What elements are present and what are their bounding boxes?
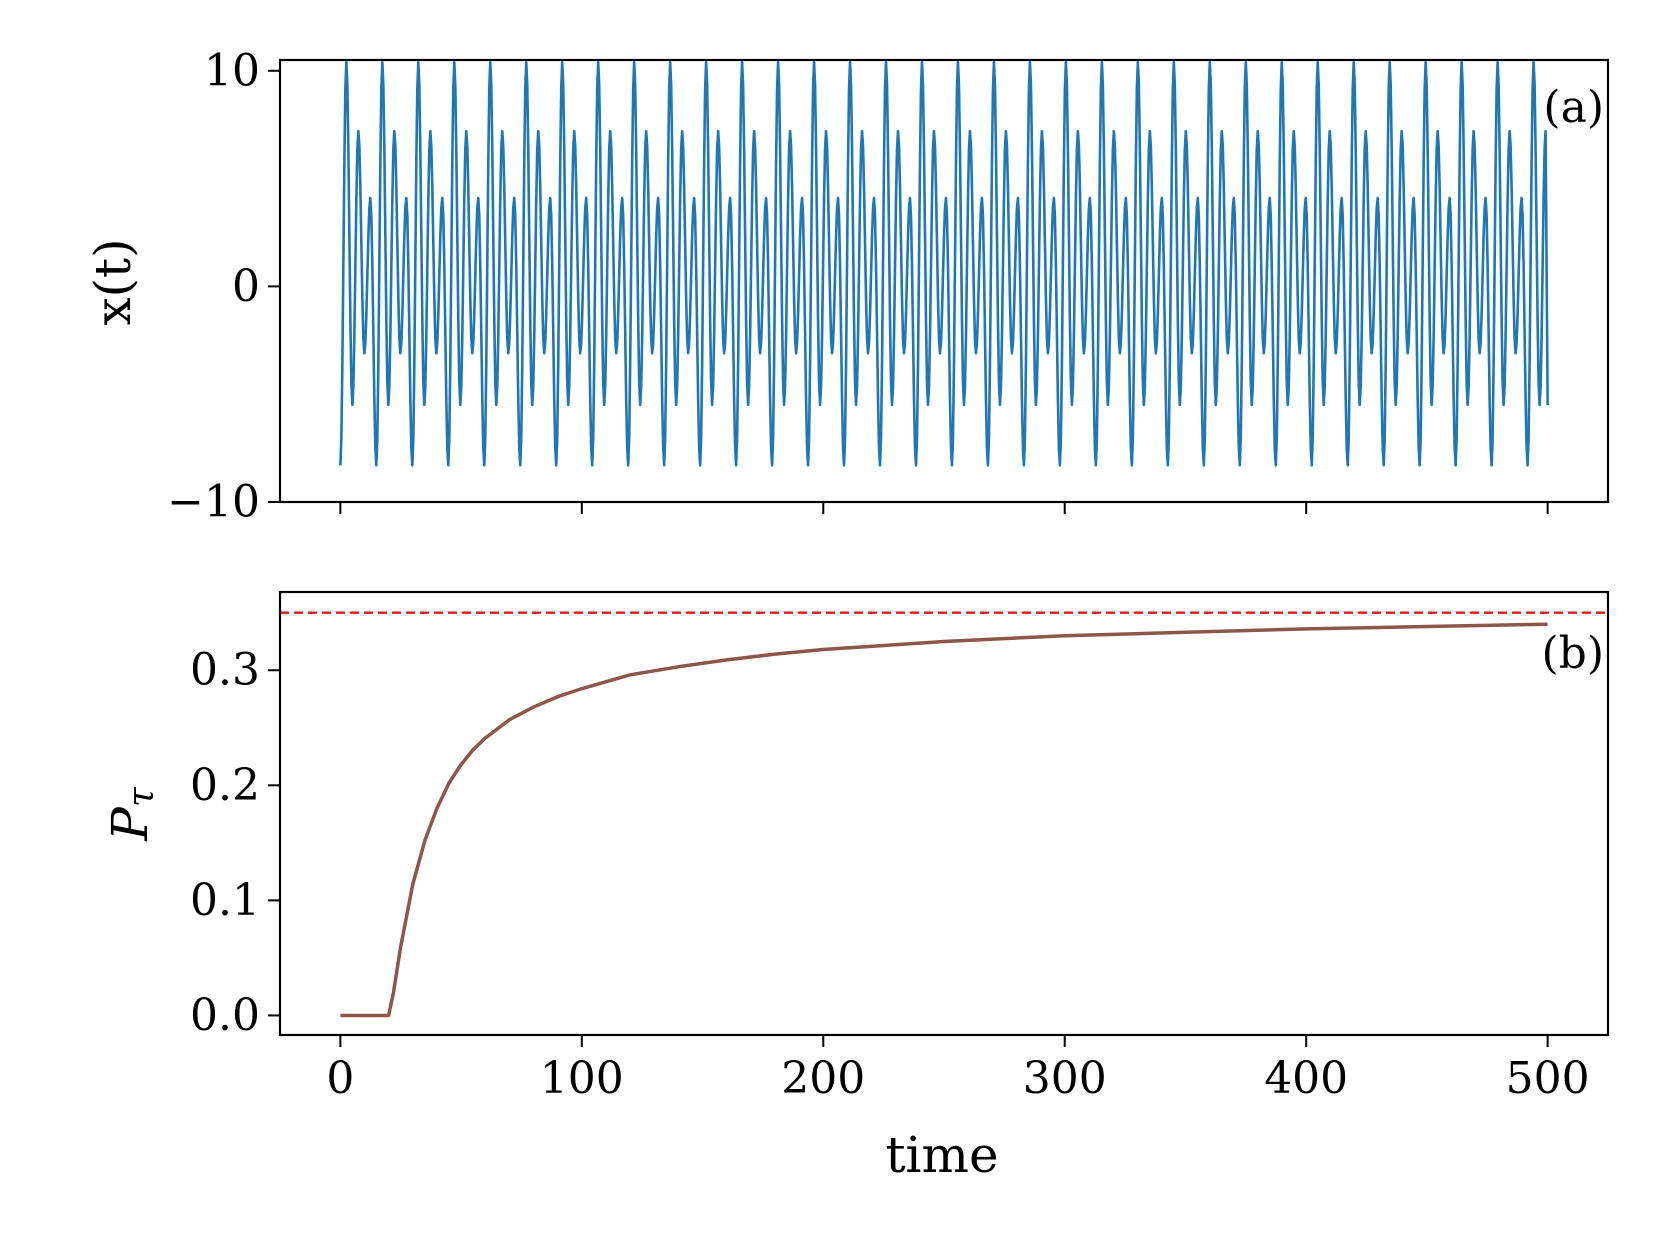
svg-text:Pτ: Pτ <box>101 786 162 842</box>
panel-a: −10 0 10 x(t) (a) <box>84 45 1610 528</box>
x-tick-label: 300 <box>1023 1053 1107 1104</box>
panel-a-y-axis-label: x(t) <box>84 238 142 325</box>
panel-b-plot-area <box>340 622 1548 1018</box>
panel-b-x-axis-label: time <box>885 1126 998 1184</box>
x-tick-label: 400 <box>1264 1053 1348 1104</box>
panel-a-label: (a) <box>1543 82 1604 133</box>
panel-b-y-axis-label-main: P <box>101 806 159 842</box>
panel-a-y-ticks: −10 0 10 <box>167 45 280 528</box>
y-tick-label: −10 <box>167 477 260 528</box>
panel-b-y-axis-label: Pτ <box>101 786 162 842</box>
x-tick-label: 500 <box>1506 1053 1590 1104</box>
panel-a-x-ticks <box>339 502 1549 514</box>
panel-b-y-ticks: 0.0 0.1 0.2 0.3 <box>190 645 280 1041</box>
y-tick-label: 0.1 <box>190 875 260 926</box>
y-tick-label: 0.3 <box>190 645 260 696</box>
x-tick-label: 100 <box>540 1053 624 1104</box>
panel-b-y-axis-label-sub: τ <box>121 786 162 807</box>
panel-b-x-ticks: 0 100 200 300 400 500 <box>326 1035 1590 1104</box>
panel-b-label: (b) <box>1542 628 1605 679</box>
panel-a-plot-area <box>339 60 1549 467</box>
y-tick-label: 0.2 <box>190 760 260 811</box>
y-tick-label: 0.0 <box>190 990 260 1041</box>
panel-a-frame <box>278 58 1610 504</box>
y-tick-label: 0 <box>232 261 260 312</box>
series-line-x <box>339 60 1549 467</box>
y-tick-label: 10 <box>204 45 260 96</box>
panel-b: 0 100 200 300 400 500 0.0 0.1 0.2 0.3 time Pτ (b… <box>101 590 1610 1184</box>
panel-b-frame <box>278 590 1610 1037</box>
x-tick-label: 200 <box>781 1053 865 1104</box>
x-tick-label: 0 <box>326 1053 354 1104</box>
series-line-p-tau <box>340 622 1548 1018</box>
